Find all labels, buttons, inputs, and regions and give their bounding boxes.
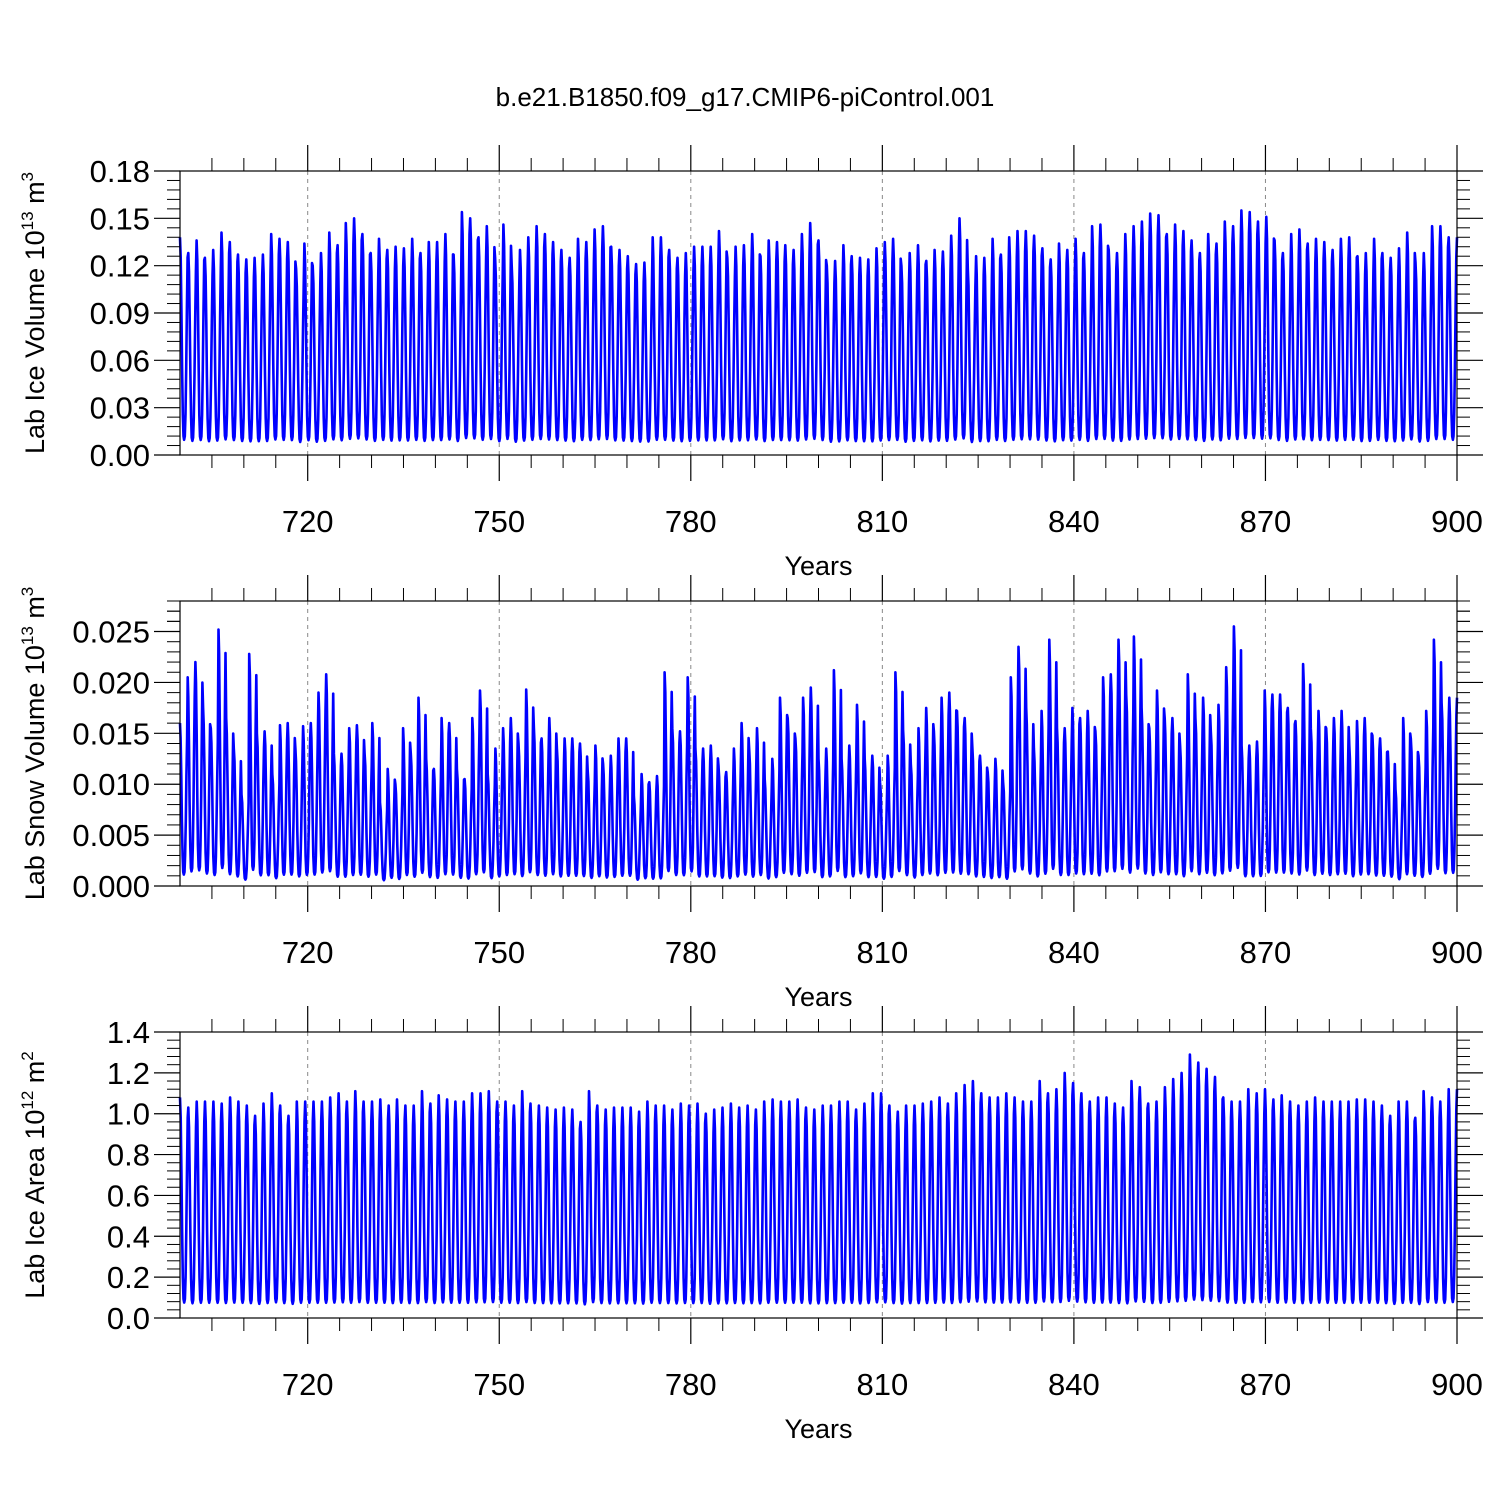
x-tick-label: 750 [473,504,525,539]
y-axis-label: Lab Snow Volume 1013 m3 [18,587,50,901]
y-axis-label-exponent: 13 [18,626,37,645]
y-tick-label: 0.12 [90,249,150,284]
x-tick-label: 840 [1048,1367,1100,1402]
x-tick-label: 900 [1431,1367,1483,1402]
y-axis-label-text: Lab Snow Volume 10 [20,645,50,900]
y-axis-label: Lab Ice Area 1012 m2 [18,1051,50,1299]
y-tick-label: 0.0 [107,1301,150,1336]
figure-title: b.e21.B1850.f09_g17.CMIP6-piControl.001 [496,82,995,112]
y-tick-label: 0.010 [72,767,150,802]
panel-3: 0.0 0.2 0.4 0.6 0.8 1.0 1.2 1.4 720 750 780 810 840 8… [18,1006,1483,1444]
x-tick-label: 900 [1431,935,1483,970]
y-axis-label-text: Lab Ice Volume 10 [20,230,50,454]
y-tick-label: 0.4 [107,1219,150,1254]
y-tick-label: 0.15 [90,201,150,236]
data-series-line [178,625,1459,882]
x-tick-label: 870 [1240,935,1292,970]
y-axis-label-exponent: 13 [18,211,37,230]
x-tick-label: 720 [282,504,334,539]
data-series-line [178,209,1459,444]
x-tick-label: 720 [282,935,334,970]
y-tick-label: 0.00 [90,438,150,473]
y-axis-label-unit-exponent: 2 [18,1051,37,1060]
panel-2: 0.000 0.005 0.010 0.015 0.020 0.025 720 750 780 8… [18,575,1483,1012]
x-tick-label: 810 [856,504,908,539]
y-axis-label-text: Lab Ice Area 10 [20,1110,50,1299]
y-tick-label: 1.4 [107,1015,150,1050]
y-tick-label: 0.8 [107,1138,150,1173]
y-tick-label: 0.09 [90,296,150,331]
y-tick-label: 1.0 [107,1097,150,1132]
y-tick-label: 0.03 [90,391,150,426]
y-axis-label-unit-exponent: 3 [18,172,37,181]
y-tick-label: 0.025 [72,615,150,650]
x-axis-label: Years [784,551,852,581]
y-tick-label: 0.06 [90,343,150,378]
x-tick-label: 720 [282,1367,334,1402]
y-tick-label: 0.020 [72,665,150,700]
y-axis-label: Lab Ice Volume 1013 m3 [18,172,50,454]
y-axis-label-unit: m [20,596,50,626]
y-axis-label-exponent: 12 [18,1091,37,1110]
y-axis-label-unit-exponent: 3 [18,587,37,596]
y-tick-label: 0.015 [72,716,150,751]
x-tick-label: 750 [473,1367,525,1402]
data-series-line [178,1053,1459,1306]
x-tick-label: 810 [856,1367,908,1402]
y-axis-label-unit: m [20,181,50,211]
x-tick-label: 780 [665,504,717,539]
x-axis-label: Years [784,1414,852,1444]
x-tick-label: 870 [1240,504,1292,539]
x-tick-label: 780 [665,935,717,970]
x-tick-label: 840 [1048,504,1100,539]
x-tick-label: 780 [665,1367,717,1402]
y-tick-label: 0.005 [72,818,150,853]
y-axis-label-unit: m [20,1061,50,1091]
y-tick-label: 0.000 [72,869,150,904]
x-tick-label: 870 [1240,1367,1292,1402]
x-tick-label: 840 [1048,935,1100,970]
x-axis-label: Years [784,982,852,1012]
y-tick-label: 0.2 [107,1260,150,1295]
x-tick-label: 810 [856,935,908,970]
y-tick-label: 0.6 [107,1178,150,1213]
y-tick-label: 1.2 [107,1056,150,1091]
panel-1: 0.00 0.03 0.06 0.09 0.12 0.15 0.18 720 750 780 810… [18,145,1483,581]
x-tick-label: 900 [1431,504,1483,539]
x-tick-label: 750 [473,935,525,970]
y-tick-label: 0.18 [90,154,150,189]
